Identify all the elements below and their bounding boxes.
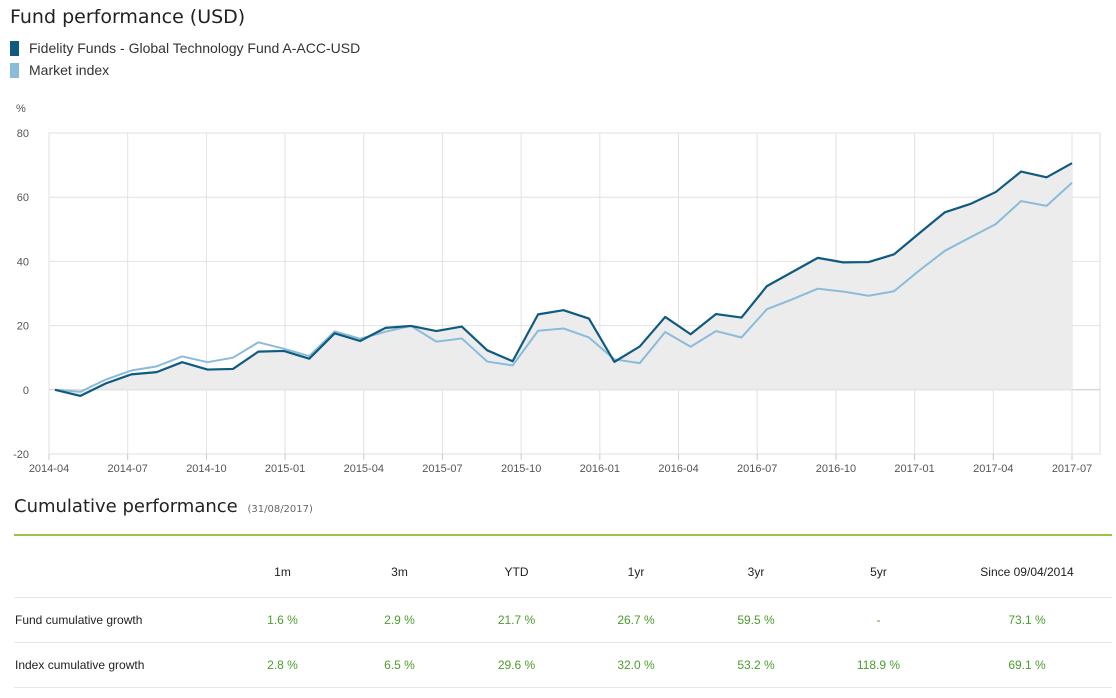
x-tick-label: 2017-04 bbox=[973, 463, 1013, 475]
header-ytd: YTD bbox=[504, 564, 529, 579]
x-tick-label: 2014-07 bbox=[108, 463, 148, 475]
header-3yr: 3yr bbox=[747, 564, 765, 579]
x-tick-label: 2017-07 bbox=[1052, 463, 1092, 475]
header-1yr: 1yr bbox=[627, 564, 645, 579]
index-ytd: 29.6 % bbox=[458, 642, 575, 688]
x-tick-label: 2015-10 bbox=[501, 463, 541, 475]
index-since: 69.1 % bbox=[942, 642, 1112, 688]
cumulative-title: Cumulative performance bbox=[14, 496, 238, 517]
x-tick-label: 2016-07 bbox=[737, 463, 777, 475]
x-tick-label: 2016-10 bbox=[816, 463, 856, 475]
series-line-index bbox=[54, 182, 1073, 393]
chart-title: Fund performance (USD) bbox=[10, 6, 246, 28]
legend-item-fund[interactable]: Fidelity Funds - Global Technology Fund … bbox=[10, 37, 360, 59]
y-tick-label: 20 bbox=[17, 321, 29, 333]
table-row: Fund cumulative growth 1.6 % 2.9 % 21.7 … bbox=[14, 597, 1112, 643]
table-header-row: 1m 3m YTD 1yr 3yr 5yr Since 09/04/2014 bbox=[14, 546, 1112, 598]
y-tick-label: 80 bbox=[17, 128, 29, 140]
fund-3yr: 59.5 % bbox=[697, 597, 815, 643]
x-tick-label: 2015-01 bbox=[265, 463, 305, 475]
area-layer bbox=[55, 163, 1072, 396]
fund-3m: 2.9 % bbox=[341, 597, 458, 643]
header-3m: 3m bbox=[391, 564, 408, 579]
header-empty bbox=[14, 546, 224, 598]
x-tick-label: 2016-01 bbox=[580, 463, 620, 475]
legend-swatch-fund bbox=[10, 40, 19, 56]
fund-ytd: 21.7 % bbox=[458, 597, 575, 643]
header-since: Since 09/04/2014 bbox=[980, 564, 1074, 579]
header-1m: 1m bbox=[274, 564, 291, 579]
x-tick-label: 2014-10 bbox=[186, 463, 226, 475]
x-tick-label: 2017-01 bbox=[894, 463, 934, 475]
row-label-index: Index cumulative growth bbox=[14, 642, 224, 688]
index-1m: 2.8 % bbox=[224, 642, 341, 688]
header-5yr: 5yr bbox=[870, 564, 887, 579]
label-layer: -20 0 20 40 60 80 2014-04 2014-07 2014-10 2015-01… bbox=[13, 128, 1092, 475]
x-tick-label: 2015-07 bbox=[422, 463, 462, 475]
legend-item-index[interactable]: Market index bbox=[10, 59, 360, 81]
legend-swatch-index bbox=[10, 62, 19, 78]
x-tick-label: 2014-04 bbox=[29, 463, 69, 475]
cumulative-section-title: Cumulative performance (31/08/2017) bbox=[14, 496, 313, 517]
row-label-fund: Fund cumulative growth bbox=[14, 597, 224, 643]
y-tick-label: -20 bbox=[13, 449, 29, 461]
table-row: Index cumulative growth 2.8 % 6.5 % 29.6… bbox=[14, 642, 1112, 688]
x-tick-label: 2016-04 bbox=[658, 463, 698, 475]
legend-label-index: Market index bbox=[29, 62, 110, 78]
index-3m: 6.5 % bbox=[341, 642, 458, 688]
fund-5yr: - bbox=[815, 597, 942, 643]
x-tick-label: 2015-04 bbox=[344, 463, 384, 475]
cumulative-date: (31/08/2017) bbox=[247, 504, 313, 515]
performance-chart: % -20 0 20 40 60 80 2014-04 2014-07 2014-10 2015-… bbox=[13, 103, 1101, 475]
index-3yr: 53.2 % bbox=[697, 642, 815, 688]
index-1yr: 32.0 % bbox=[575, 642, 697, 688]
fund-since: 73.1 % bbox=[942, 597, 1112, 643]
cumulative-performance-table: 1m 3m YTD 1yr 3yr 5yr Since 09/04/2014 F… bbox=[14, 546, 1112, 688]
fund-1m: 1.6 % bbox=[224, 597, 341, 643]
series-area-fill bbox=[55, 163, 1072, 396]
legend-label-fund: Fidelity Funds - Global Technology Fund … bbox=[29, 40, 361, 56]
y-axis-unit: % bbox=[16, 103, 26, 115]
fund-1yr: 26.7 % bbox=[575, 597, 697, 643]
y-tick-label: 40 bbox=[17, 256, 29, 268]
series-line-fund bbox=[54, 162, 1073, 397]
index-5yr: 118.9 % bbox=[815, 642, 942, 688]
y-tick-label: 0 bbox=[23, 385, 29, 397]
line-layer bbox=[54, 162, 1073, 397]
chart-legend: Fidelity Funds - Global Technology Fund … bbox=[10, 37, 360, 81]
section-divider bbox=[14, 534, 1112, 536]
y-tick-label: 60 bbox=[17, 192, 29, 204]
